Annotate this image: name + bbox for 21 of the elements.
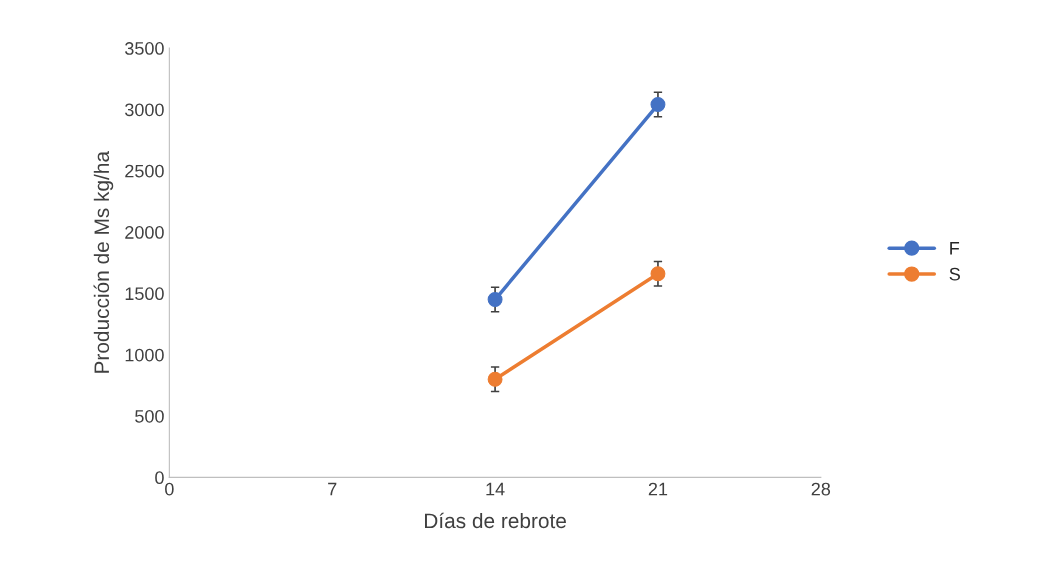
point [487, 292, 503, 307]
x-tick-label: 28 [811, 482, 831, 496]
y-tick-label: 500 [135, 409, 164, 423]
y-tick-label: 3500 [125, 42, 164, 55]
point [650, 266, 666, 282]
point [650, 97, 666, 113]
y-tick-label: 1000 [125, 348, 164, 362]
legend-label: S [949, 267, 960, 281]
x-tick-label: 7 [328, 482, 337, 496]
x-tick-label: 21 [648, 482, 668, 496]
y-tick-label: 1500 [125, 287, 164, 301]
y-tick-label: 0 [155, 471, 164, 485]
x-axis-title: Días de rebrote [425, 512, 566, 529]
x-tick-label: 14 [486, 482, 505, 496]
y-axis-title: Producción de Ms kg/ha [93, 150, 114, 373]
legend-label: F [950, 242, 960, 255]
point [487, 371, 503, 387]
y-tick-label: 3000 [125, 103, 164, 117]
y-tick-label: 2500 [125, 164, 164, 178]
x-tick-label: 0 [165, 482, 174, 496]
y-tick-label: 2000 [125, 226, 164, 239]
